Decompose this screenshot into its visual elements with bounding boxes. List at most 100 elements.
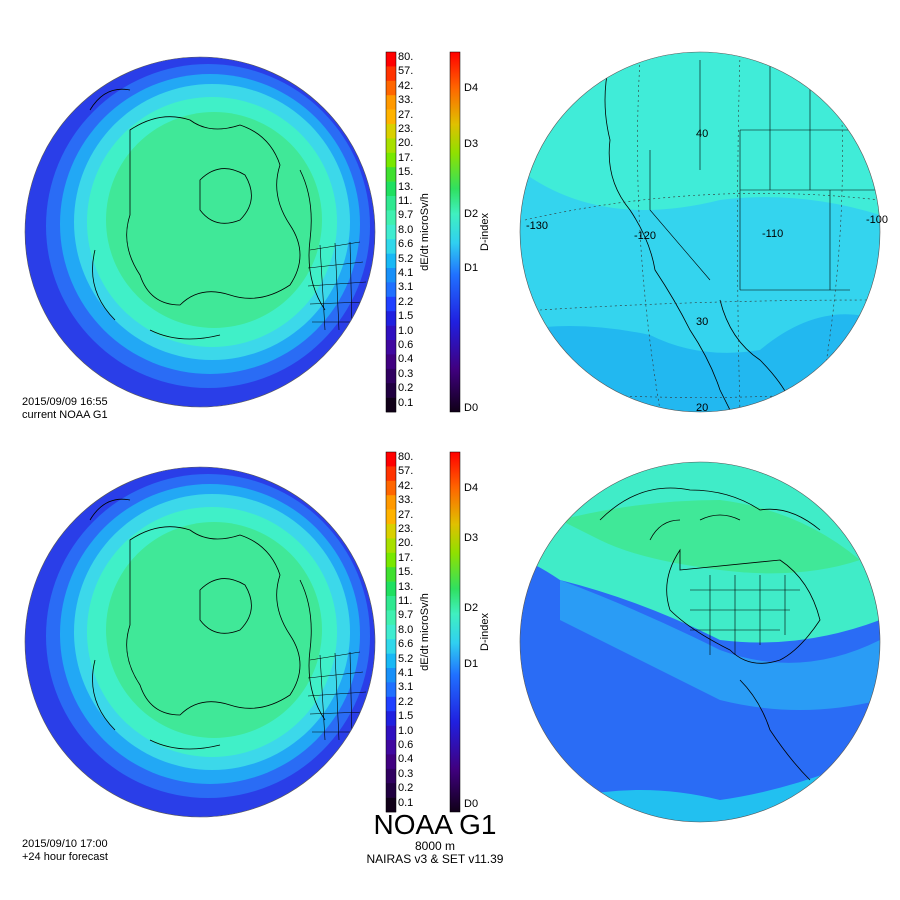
dose-tick-label: 8.0 [398, 623, 414, 636]
d-index-tick: D2 [464, 208, 479, 220]
globe-forecast-regional [520, 462, 880, 822]
coastline-outlines [89, 88, 326, 340]
dose-tick-label: 15. [398, 566, 414, 579]
dose-colorbar-segment [386, 783, 396, 798]
dose-tick-label: 2.2 [398, 295, 414, 308]
d-index-tick: D4 [464, 482, 479, 494]
dose-tick-label: 1.5 [398, 710, 414, 723]
dose-colorbar-segment [386, 768, 396, 784]
d-index-axis-label: D-index [479, 613, 491, 651]
dose-colorbar-segment [386, 80, 396, 96]
dose-colorbar-segment [386, 268, 396, 283]
dose-tick-label: 27. [398, 508, 414, 521]
dose-axis-label: dE/dt microSv/h [419, 593, 431, 671]
dose-axis-label: dE/dt microSv/h [419, 193, 431, 271]
dose-colorbar-segment [386, 567, 396, 582]
dose-tick-label: 11. [398, 195, 413, 207]
latitude-label: 30 [696, 316, 709, 328]
dose-tick-label: 4.1 [398, 267, 414, 279]
dose-tick-label: 3.1 [398, 281, 414, 294]
dose-colorbar-segment [386, 325, 396, 341]
d-index-tick: D3 [464, 138, 479, 150]
dose-colorbar-segment [386, 368, 396, 384]
dose-colorbar-segment [386, 538, 396, 554]
d-index-tick: D1 [464, 262, 479, 274]
state-grid [649, 60, 880, 291]
dose-colorbar-segment [386, 152, 396, 168]
dose-tick-label: 57. [398, 465, 414, 478]
dose-tick-label: 42. [398, 479, 414, 492]
dose-tick-label: 0.3 [398, 367, 414, 380]
dose-colorbar-segment [386, 639, 396, 654]
dose-colorbar-segment [386, 725, 396, 741]
dose-tick-label: 0.6 [398, 739, 414, 751]
d-index-tick: D1 [464, 658, 479, 670]
dose-tick-label: 1.0 [398, 724, 414, 737]
dose-colorbar-segment [386, 253, 396, 269]
latitude-label: 20 [696, 402, 709, 414]
dose-tick-label: 80. [398, 451, 414, 463]
globe-current-polar [25, 57, 375, 407]
dose-tick-label: 0.1 [398, 796, 414, 809]
longitude-label: -130 [526, 220, 549, 232]
dose-tick-label: 9.7 [398, 209, 414, 222]
dose-colorbar-segment [386, 552, 396, 568]
dose-tick-label: 80. [398, 51, 414, 63]
state-grid [690, 575, 800, 655]
dose-tick-label: 5.2 [398, 652, 414, 665]
dose-tick-label: 0.1 [398, 396, 414, 409]
dose-colorbar-segment [386, 581, 396, 597]
dose-tick-label: 6.6 [398, 638, 414, 651]
d-index-tick: D3 [464, 532, 479, 544]
dose-colorbar-segment [386, 466, 396, 482]
dose-tick-label: 33. [398, 94, 414, 107]
dose-colorbar-segment [386, 509, 396, 525]
coastline-outlines [89, 498, 326, 750]
dose-tick-label: 27. [398, 108, 414, 121]
dose-colorbar-segment [386, 167, 396, 182]
dose-colorbar-segment [386, 282, 396, 298]
dose-colorbar-top [385, 51, 397, 413]
dose-tick-label: 13. [398, 180, 414, 193]
latitude-label: 40 [696, 128, 709, 140]
dose-tick-label: 1.0 [398, 324, 414, 337]
forecast-label: +24 hour forecast [22, 851, 108, 863]
current-date: 2015/09/09 16:55 [22, 396, 108, 408]
dose-colorbar-segment [386, 383, 396, 398]
dose-colorbar-segment [386, 124, 396, 139]
dose-colorbar-segment [386, 210, 396, 226]
dose-tick-label: 11. [398, 595, 413, 607]
dose-tick-label: 0.4 [398, 353, 414, 366]
dose-tick-label: 1.5 [398, 310, 414, 323]
dose-colorbar-segment [386, 52, 396, 67]
dose-colorbar-segment [386, 109, 396, 125]
dose-colorbar-segment [386, 296, 396, 312]
dose-colorbar-segment [386, 495, 396, 510]
coastline-outlines [599, 487, 821, 781]
dose-colorbar-segment [386, 181, 396, 197]
dose-colorbar-segment [386, 354, 396, 370]
dose-colorbar-segment [386, 452, 396, 467]
d-index-colorbar-bottom [449, 451, 461, 813]
dose-colorbar-segment [386, 239, 396, 254]
dose-tick-label: 6.6 [398, 238, 414, 251]
state-grid [307, 241, 367, 331]
d-index-colorbar-top [449, 51, 461, 413]
dose-tick-label: 13. [398, 580, 414, 593]
dose-tick-label: 33. [398, 494, 414, 507]
dose-colorbar-bottom [385, 451, 397, 813]
dose-colorbar-segment [386, 711, 396, 726]
dose-tick-label: 15. [398, 166, 414, 179]
dose-tick-label: 23. [398, 523, 414, 535]
dose-colorbar-segment [386, 311, 396, 326]
dose-tick-label: 5.2 [398, 252, 414, 265]
dose-tick-label: 0.3 [398, 767, 414, 780]
d-index-tick: D2 [464, 602, 479, 614]
globe-current-regional [520, 52, 880, 412]
longitude-label: -100 [866, 214, 889, 226]
state-grid [307, 651, 367, 741]
coastline-outlines [604, 59, 791, 412]
d-index-tick: D0 [464, 402, 479, 414]
dose-colorbar-segment [386, 740, 396, 755]
